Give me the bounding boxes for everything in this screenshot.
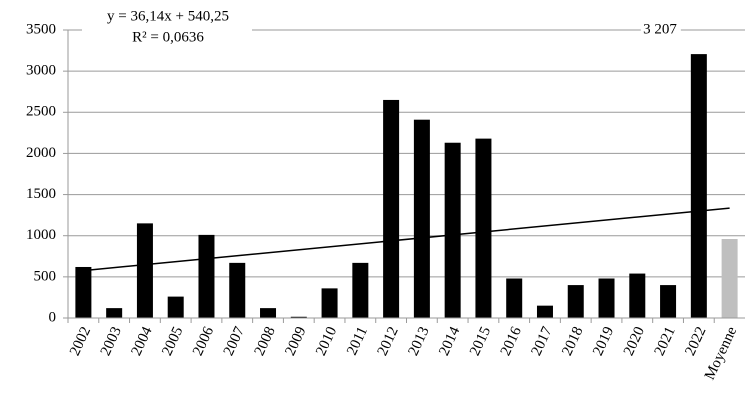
x-tick-label: 2014	[436, 324, 463, 358]
trendline	[83, 207, 730, 272]
bar	[198, 234, 215, 318]
bar	[690, 54, 707, 319]
x-tick-label: 2020	[621, 324, 648, 358]
x-tick-label: 2008	[252, 324, 279, 358]
y-tick-label: 500	[34, 268, 57, 284]
bar	[352, 262, 369, 318]
x-tick-label: 2005	[159, 324, 186, 358]
y-tick-label: 2500	[26, 104, 56, 120]
y-tick-label: 2000	[26, 145, 56, 161]
label-bg	[640, 20, 681, 40]
value-label: 3 207	[643, 21, 677, 37]
x-tick-label: 2019	[590, 324, 617, 358]
y-tick-label: 3500	[26, 21, 56, 37]
bar	[413, 119, 430, 318]
bar	[321, 288, 338, 318]
bar	[598, 278, 615, 318]
bar	[536, 305, 553, 318]
bar	[444, 142, 461, 318]
bar	[75, 266, 92, 318]
x-tick-label: 2003	[98, 324, 125, 358]
bar	[660, 285, 677, 318]
bar	[567, 285, 584, 318]
x-tick-label: 2011	[344, 324, 371, 357]
x-tick-label: 2007	[221, 324, 248, 358]
x-tick-label: 2012	[375, 324, 402, 358]
bar	[290, 316, 307, 318]
bar	[721, 239, 738, 318]
bar	[260, 308, 277, 318]
y-tick-label: 1000	[26, 227, 56, 243]
equation-bg	[82, 4, 252, 48]
x-tick-label: 2010	[313, 324, 340, 358]
y-tick-label: 3000	[26, 63, 56, 79]
x-tick-label: 2004	[128, 324, 155, 358]
bar	[136, 223, 153, 318]
bar	[475, 138, 492, 318]
x-tick-label: 2017	[529, 324, 556, 358]
trend-equation: y = 36,14x + 540,25	[107, 8, 229, 24]
bar	[229, 262, 246, 318]
x-tick-label: 2018	[559, 324, 586, 358]
y-tick-label: 0	[49, 309, 57, 325]
bar	[383, 99, 400, 318]
bar	[506, 278, 523, 318]
x-tick-label: 2022	[682, 324, 709, 358]
x-tick-label: 2009	[282, 324, 309, 358]
x-tick-label: 2015	[467, 324, 494, 358]
bar	[629, 273, 646, 318]
bar	[167, 296, 184, 318]
y-tick-label: 1500	[26, 186, 56, 202]
bar	[106, 308, 123, 318]
x-tick-label: 2013	[405, 324, 432, 358]
x-tick-label: 2016	[498, 324, 525, 358]
trend-r2: R² = 0,0636	[132, 29, 204, 45]
x-tick-label: 2002	[67, 324, 94, 358]
x-tick-label: 2006	[190, 324, 217, 358]
x-tick-label: 2021	[652, 324, 679, 358]
